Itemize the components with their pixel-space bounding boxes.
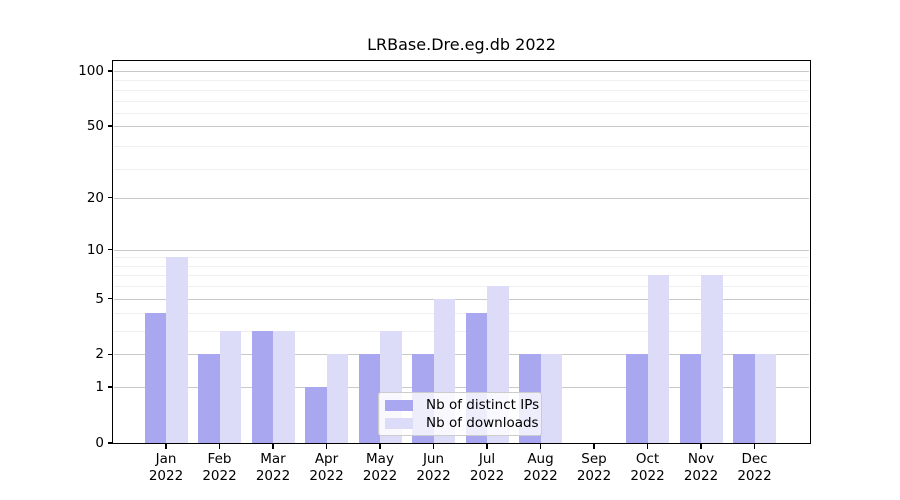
x-tick-nov <box>700 444 702 449</box>
y-tick-label-20: 20 <box>86 189 104 206</box>
x-tick-jun <box>432 444 435 449</box>
x-tick-label-oct: Oct 2022 <box>613 451 683 485</box>
y-tick-label-0: 0 <box>95 435 104 451</box>
x-tick-label-mar: Mar 2022 <box>238 451 308 485</box>
plot-area-border <box>112 60 811 444</box>
x-tick-apr <box>325 444 328 449</box>
x-tick-month: Jun <box>422 451 445 467</box>
legend-label-distinct-ips: Nb of distinct IPs <box>426 397 540 413</box>
x-tick-year: 2022 <box>362 468 398 484</box>
chart-title: LRBase.Dre.eg.db 2022 <box>367 35 556 54</box>
y-tick-label-1: 1 <box>95 379 104 396</box>
y-tick-label-10: 10 <box>86 241 104 258</box>
x-tick-label-jun: Jun 2022 <box>399 451 469 485</box>
x-tick-label-dec: Dec 2022 <box>720 451 790 485</box>
x-tick-year: 2022 <box>202 468 237 484</box>
x-tick-month: Jan <box>155 451 177 467</box>
x-tick-month: Apr <box>314 451 339 467</box>
x-tick-year: 2022 <box>416 468 451 484</box>
x-tick-label-sep: Sep 2022 <box>559 451 629 485</box>
legend-swatch-distinct-ips-icon <box>385 399 413 411</box>
x-tick-year: 2022 <box>523 468 558 484</box>
x-tick-sep <box>593 444 595 449</box>
x-tick-month: Sep <box>581 451 607 467</box>
y-tick-label-100: 100 <box>78 63 104 79</box>
x-tick-label-aug: Aug 2022 <box>506 451 576 485</box>
x-tick-month: Aug <box>527 451 554 467</box>
legend-swatch-downloads-icon <box>385 417 413 429</box>
legend-item-downloads: Nb of downloads <box>385 414 541 432</box>
x-tick-month: Jul <box>478 451 496 467</box>
x-tick-year: 2022 <box>469 468 505 484</box>
x-tick-label-may: May 2022 <box>345 451 415 485</box>
x-tick-label-apr: Apr 2022 <box>292 451 362 485</box>
x-tick-oct <box>646 444 649 449</box>
x-tick-year: 2022 <box>737 468 772 484</box>
x-tick-month: Dec <box>741 451 768 467</box>
legend-label-downloads: Nb of downloads <box>426 415 539 431</box>
legend: Nb of distinct IPs Nb of downloads <box>378 392 542 436</box>
y-tick-label-2: 2 <box>95 346 104 363</box>
x-tick-label-nov: Nov 2022 <box>666 451 736 485</box>
x-tick-jan <box>165 444 167 449</box>
x-tick-year: 2022 <box>683 468 719 484</box>
y-tick-label-5: 5 <box>95 290 104 307</box>
x-tick-feb <box>218 444 221 449</box>
x-tick-aug <box>539 444 542 449</box>
x-tick-label-jul: Jul 2022 <box>452 451 522 485</box>
x-tick-mar <box>272 444 274 449</box>
x-tick-month: Feb <box>207 451 232 467</box>
x-tick-jul <box>486 444 488 449</box>
x-tick-year: 2022 <box>148 468 184 484</box>
x-tick-year: 2022 <box>255 468 291 484</box>
x-tick-year: 2022 <box>576 468 612 484</box>
y-tick-label-50: 50 <box>86 118 104 135</box>
x-tick-month: May <box>366 451 394 467</box>
x-tick-month: Oct <box>635 451 660 467</box>
x-tick-month: Mar <box>260 451 286 467</box>
x-tick-label-feb: Feb 2022 <box>185 451 255 485</box>
legend-item-distinct-ips: Nb of distinct IPs <box>385 396 541 414</box>
x-tick-may <box>379 444 381 449</box>
x-tick-month: Nov <box>687 451 715 467</box>
x-tick-dec <box>753 444 756 449</box>
x-tick-year: 2022 <box>309 468 344 484</box>
x-tick-year: 2022 <box>630 468 665 484</box>
x-tick-label-jan: Jan 2022 <box>131 451 201 485</box>
